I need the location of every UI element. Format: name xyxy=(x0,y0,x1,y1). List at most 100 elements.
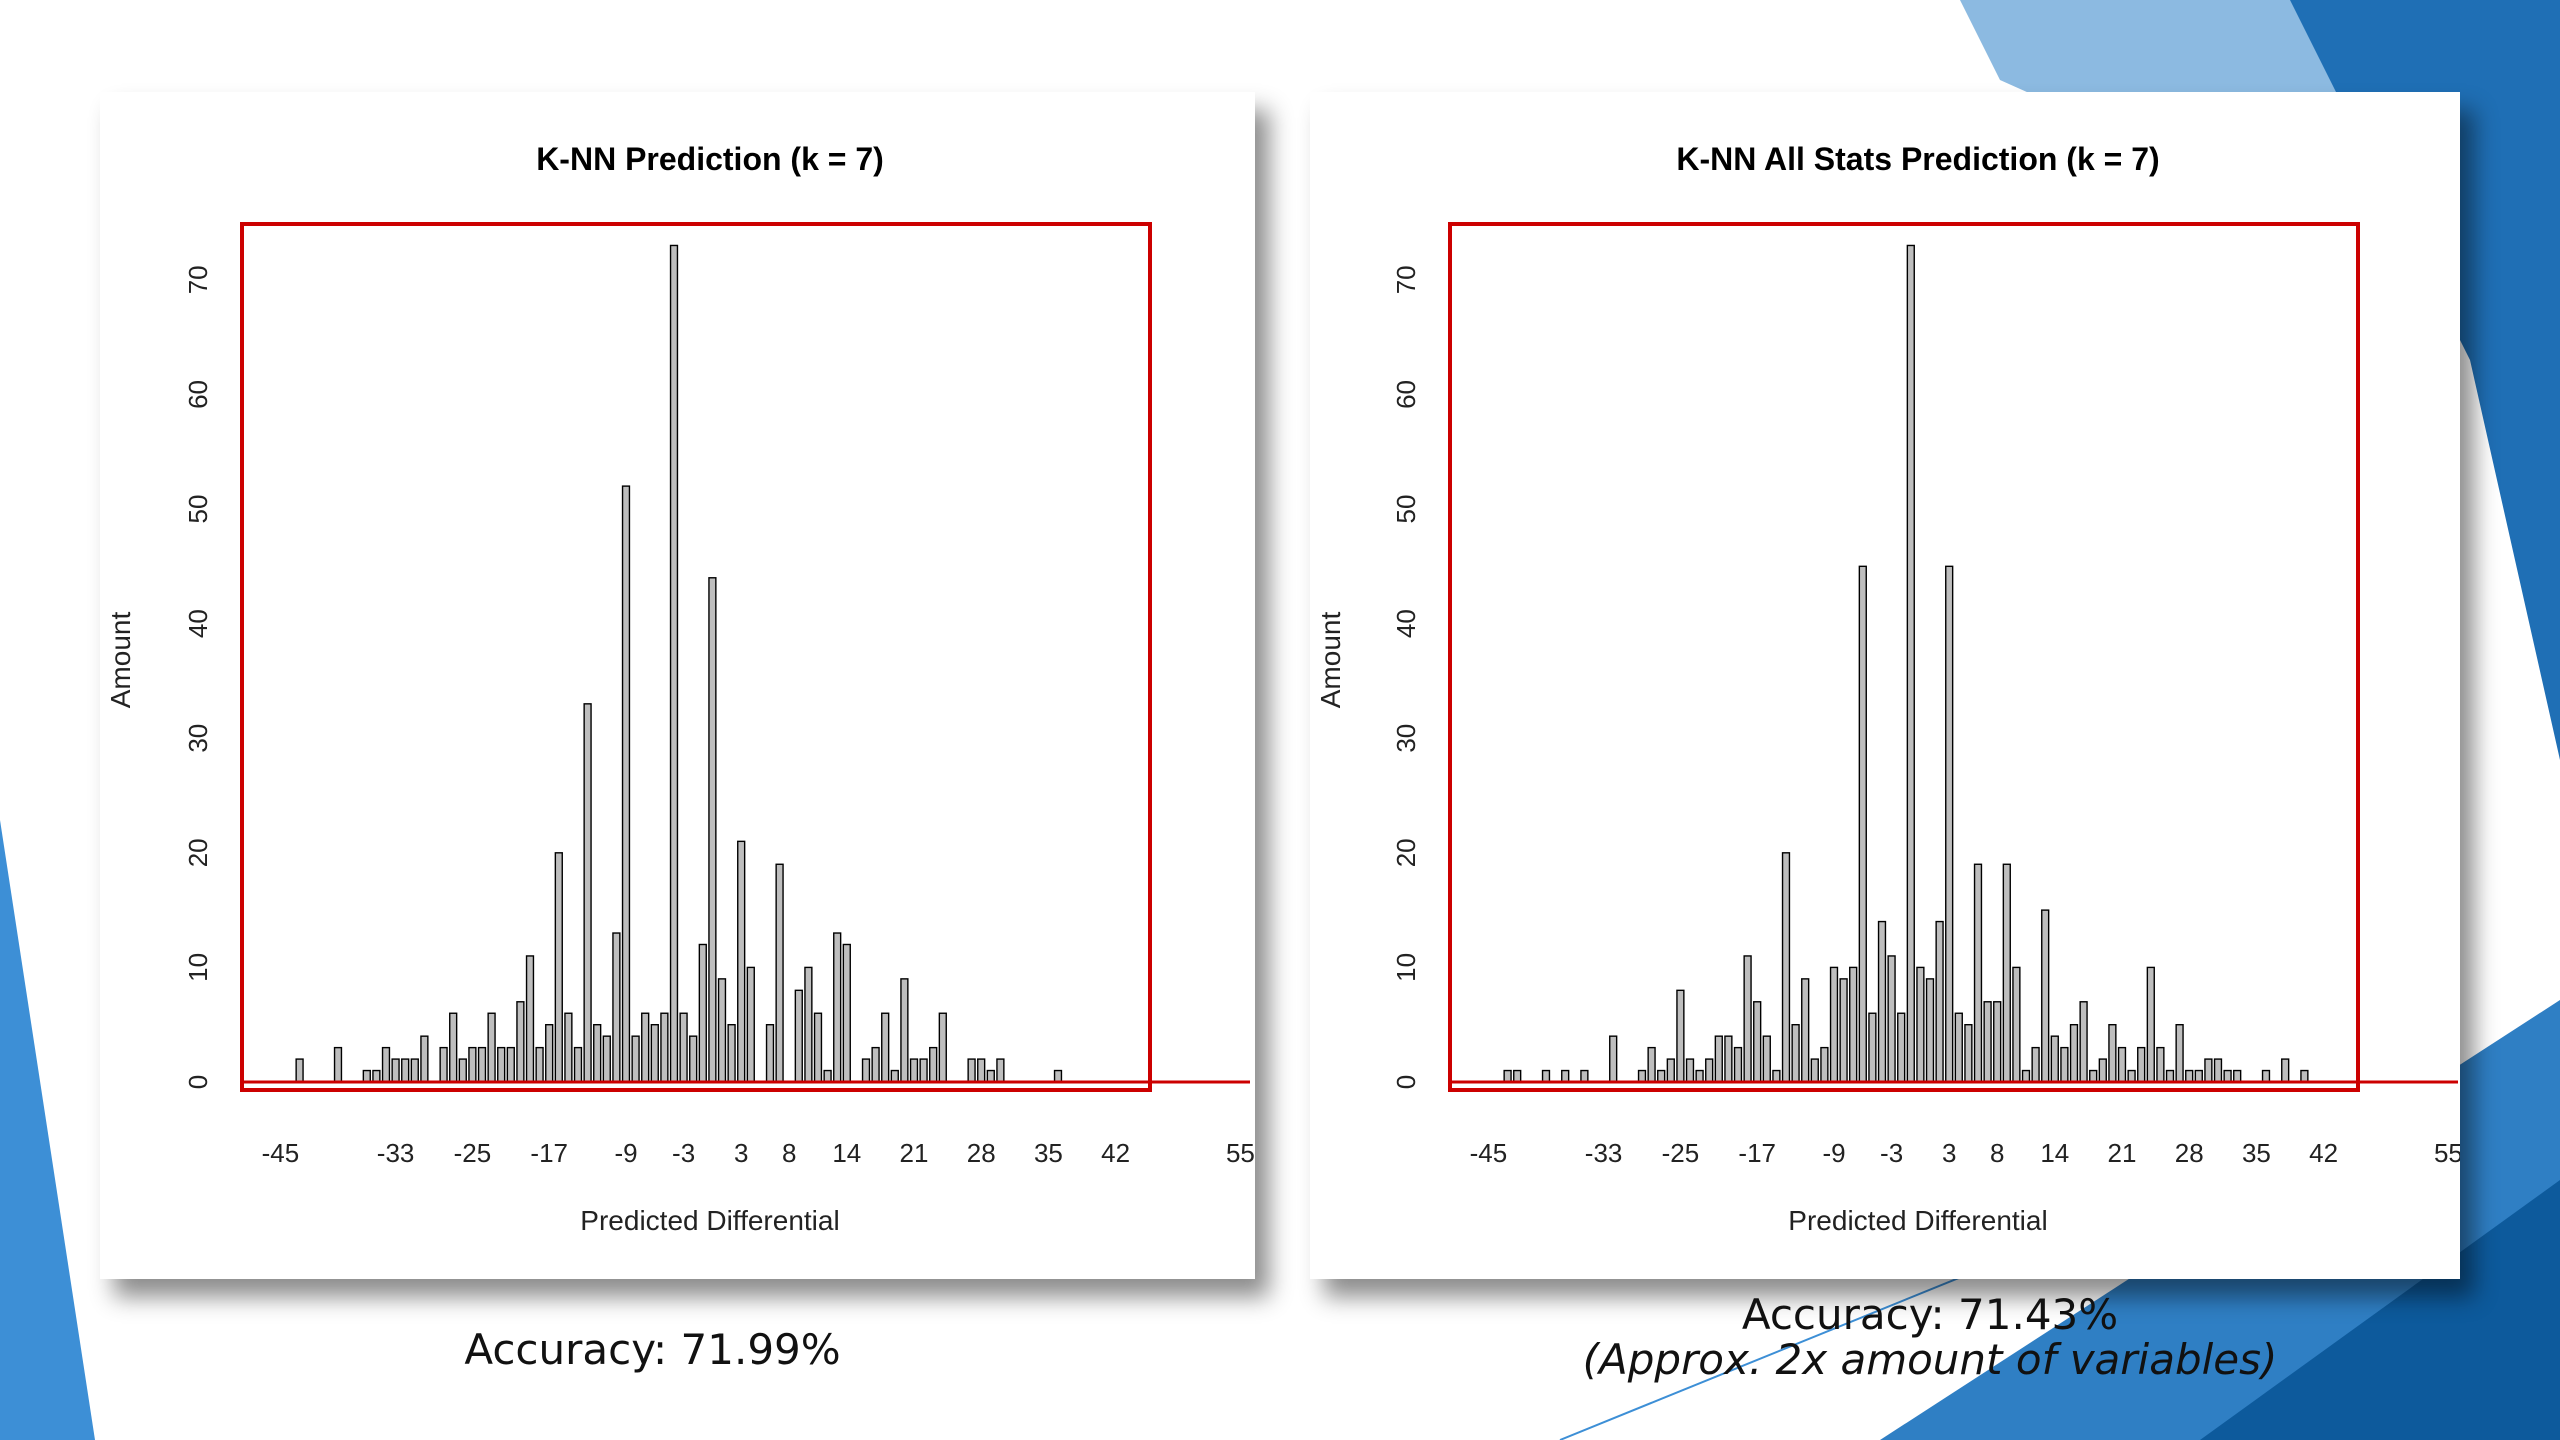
histogram-bar xyxy=(2108,1024,2117,1083)
x-tick-label: 8 xyxy=(782,1138,796,1168)
histogram-bar xyxy=(1053,1069,1063,1083)
histogram-bar xyxy=(2069,1024,2079,1083)
histogram-bar xyxy=(861,1058,871,1083)
histogram-bar xyxy=(2146,966,2155,1083)
histogram-bar xyxy=(881,1012,890,1083)
histogram-bar xyxy=(602,1035,611,1083)
histogram-bar xyxy=(2156,1046,2165,1083)
histogram-bar xyxy=(737,840,746,1083)
histogram-bar xyxy=(1973,863,1983,1083)
histogram-bar xyxy=(573,1046,583,1083)
y-tick-label: 70 xyxy=(183,265,213,294)
histogram-bar xyxy=(2223,1069,2232,1083)
histogram-bar xyxy=(1954,1012,1963,1083)
histogram-bar xyxy=(641,1012,650,1083)
histogram-bar xyxy=(1695,1069,1704,1083)
y-tick-label: 20 xyxy=(1391,838,1421,867)
x-tick-label: 21 xyxy=(2108,1138,2137,1168)
y-tick-label: 60 xyxy=(1391,380,1421,409)
histogram-bar xyxy=(612,932,621,1083)
histogram-bar xyxy=(823,1069,832,1083)
histogram-bar xyxy=(381,1046,391,1083)
histogram-bar xyxy=(775,863,784,1083)
histogram-bar xyxy=(2031,1046,2040,1083)
x-tick-label: -33 xyxy=(377,1138,415,1168)
histogram-bar xyxy=(1897,1012,1906,1083)
histogram-bar xyxy=(410,1058,419,1083)
histogram-bar xyxy=(2021,1069,2031,1083)
histogram-bar xyxy=(2233,1069,2242,1083)
histogram-bar xyxy=(2204,1058,2213,1083)
histogram-bar xyxy=(391,1058,400,1083)
histogram-bar xyxy=(967,1058,976,1083)
histogram-bar xyxy=(1666,1058,1675,1083)
x-tick-label: 42 xyxy=(2309,1138,2338,1168)
histogram-right: K-NN All Stats Prediction (k = 7) 0 10 20 3… xyxy=(1315,141,2460,1236)
histogram-bar xyxy=(1810,1058,1819,1083)
histogram-bar xyxy=(1657,1069,1666,1083)
histogram-bar xyxy=(929,1046,938,1083)
x-tick-label: 55 xyxy=(2434,1138,2460,1168)
histogram-bar xyxy=(1801,978,1810,1083)
histogram-bar xyxy=(2165,1069,2175,1083)
histogram-bar xyxy=(516,1001,525,1083)
histogram-bar xyxy=(977,1058,986,1083)
y-tick-label: 10 xyxy=(183,953,213,982)
histogram-bar xyxy=(1705,1058,1714,1083)
histogram-bar xyxy=(1714,1035,1723,1083)
histogram-bar xyxy=(660,1012,669,1083)
y-tick-label: 60 xyxy=(183,380,213,409)
histogram-bar xyxy=(2137,1046,2146,1083)
corner-accent-left xyxy=(0,820,95,1440)
x-tick-labels: -45 -33 -25 -17 -9 -3 3 8 14 21 28 35 42 55 xyxy=(262,1138,1255,1168)
y-tick-label: 40 xyxy=(1391,609,1421,638)
histogram-bar xyxy=(2127,1069,2136,1083)
histogram-bar xyxy=(333,1046,343,1083)
histogram-bar xyxy=(525,955,535,1083)
plot-frame xyxy=(1448,222,2360,1092)
histogram-bar xyxy=(535,1046,544,1083)
histogram-bar xyxy=(986,1069,995,1083)
histogram-bar xyxy=(1935,920,1944,1083)
y-tick-label: 20 xyxy=(183,838,213,867)
y-tick-label: 0 xyxy=(183,1075,213,1089)
histogram-bar xyxy=(2089,1069,2098,1083)
x-tick-label: -45 xyxy=(262,1138,300,1168)
histogram-bar xyxy=(1916,966,1925,1083)
x-tick-label: 14 xyxy=(832,1138,861,1168)
x-tick-label: 28 xyxy=(2175,1138,2204,1168)
histogram-bar xyxy=(1887,955,1896,1083)
histogram-bar xyxy=(1925,978,1935,1083)
histogram-bar xyxy=(2213,1058,2223,1083)
histogram-bar xyxy=(2012,966,2021,1083)
histogram-bar xyxy=(1561,1069,1570,1083)
histogram-bar xyxy=(938,1012,947,1083)
histogram-bar xyxy=(1945,565,1954,1083)
histogram-bar xyxy=(2079,1001,2088,1083)
x-tick-labels: -45 -33 -25 -17 -9 -3 3 8 14 21 28 35 42 55 xyxy=(1470,1138,2460,1168)
histogram-bar xyxy=(669,244,679,1083)
x-tick-label: 35 xyxy=(1034,1138,1063,1168)
histogram-bar xyxy=(679,1012,688,1083)
histogram-bar xyxy=(1868,1012,1877,1083)
histogram-bar xyxy=(1791,1024,1800,1083)
corner-accent-bottom-right-deep xyxy=(2200,1180,2560,1440)
x-tick-label: 21 xyxy=(900,1138,929,1168)
histogram-bar xyxy=(909,1058,919,1083)
histogram-bar xyxy=(1858,565,1867,1083)
histogram-bar xyxy=(372,1069,381,1083)
histogram-bar xyxy=(890,1069,899,1083)
histogram-bar xyxy=(1503,1069,1512,1083)
histogram-bar xyxy=(1781,852,1791,1083)
histogram-bar xyxy=(698,943,707,1083)
y-tick-label: 70 xyxy=(1391,265,1421,294)
histogram-bar xyxy=(1647,1046,1656,1083)
bars xyxy=(1450,244,2458,1084)
histogram-bar xyxy=(593,1024,602,1083)
histogram-bar xyxy=(2261,1069,2271,1083)
chart-panel-left: K-NN Prediction (k = 7) 0 10 20 30 40 50 60 70 … xyxy=(100,92,1255,1279)
histogram-bar xyxy=(650,1024,659,1083)
histogram-bar xyxy=(900,978,909,1083)
histogram-bar xyxy=(439,1046,448,1083)
histogram-bar xyxy=(545,1024,554,1083)
